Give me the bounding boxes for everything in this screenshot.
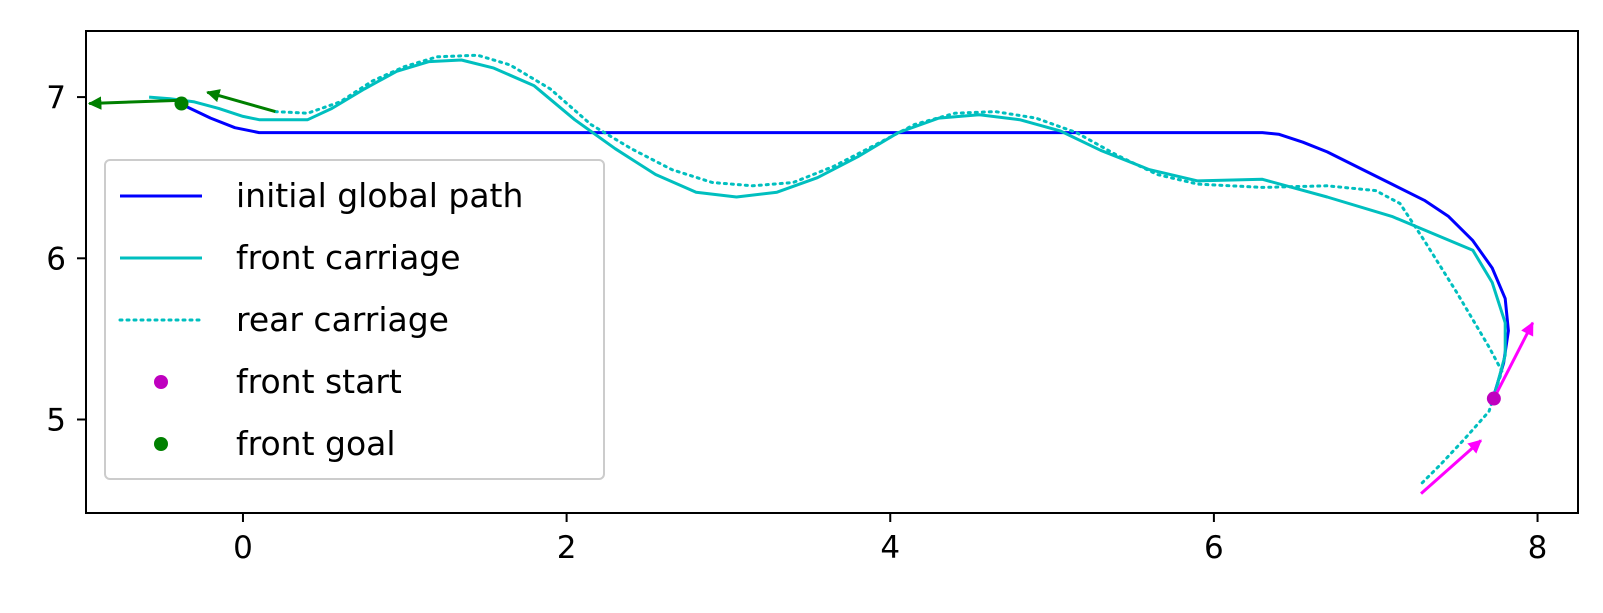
direction-arrow-2 <box>1420 439 1482 495</box>
rear-carriage-line <box>273 53 1504 486</box>
legend: initial global path front carriage rear ca… <box>104 159 605 480</box>
x-tick-label: 2 <box>557 530 577 566</box>
legend-entry-rear-carriage: rear carriage <box>118 300 449 339</box>
legend-entry-front-start: front start <box>154 362 402 401</box>
series-layer <box>148 53 1510 486</box>
legend-entry-front-carriage: front carriage <box>120 238 461 277</box>
legend-label: front carriage <box>236 238 461 277</box>
axes-frame <box>85 30 1579 514</box>
x-axis-ticks: 0 2 4 6 8 <box>233 513 1547 566</box>
direction-arrow-3 <box>87 96 179 110</box>
legend-swatch <box>154 375 168 389</box>
initial-global-path-line <box>179 102 1510 396</box>
legend-entry-initial-global-path: initial global path <box>120 176 523 215</box>
legend-box <box>104 159 605 480</box>
front-goal-marker <box>174 96 189 111</box>
legend-label: front goal <box>236 424 396 463</box>
front-carriage-line <box>148 58 1507 398</box>
direction-arrow-1 <box>1492 321 1535 400</box>
legend-label: initial global path <box>236 176 523 215</box>
y-tick-label: 5 <box>46 403 66 439</box>
y-tick-label: 7 <box>46 80 66 116</box>
legend-entry-front-goal: front goal <box>154 424 396 463</box>
legend-label: front start <box>236 362 402 401</box>
marker-layer <box>174 96 1501 406</box>
x-tick-label: 6 <box>1204 530 1224 566</box>
direction-arrow-4 <box>206 89 276 114</box>
x-tick-label: 8 <box>1528 530 1548 566</box>
x-tick-label: 4 <box>880 530 900 566</box>
front-start-marker <box>1486 391 1501 406</box>
arrow-layer <box>87 89 1535 495</box>
y-axis-ticks: 5 6 7 <box>46 80 86 439</box>
x-tick-label: 0 <box>233 530 253 566</box>
y-tick-label: 6 <box>46 241 66 277</box>
legend-label: rear carriage <box>236 300 449 339</box>
legend-swatch <box>154 437 168 451</box>
